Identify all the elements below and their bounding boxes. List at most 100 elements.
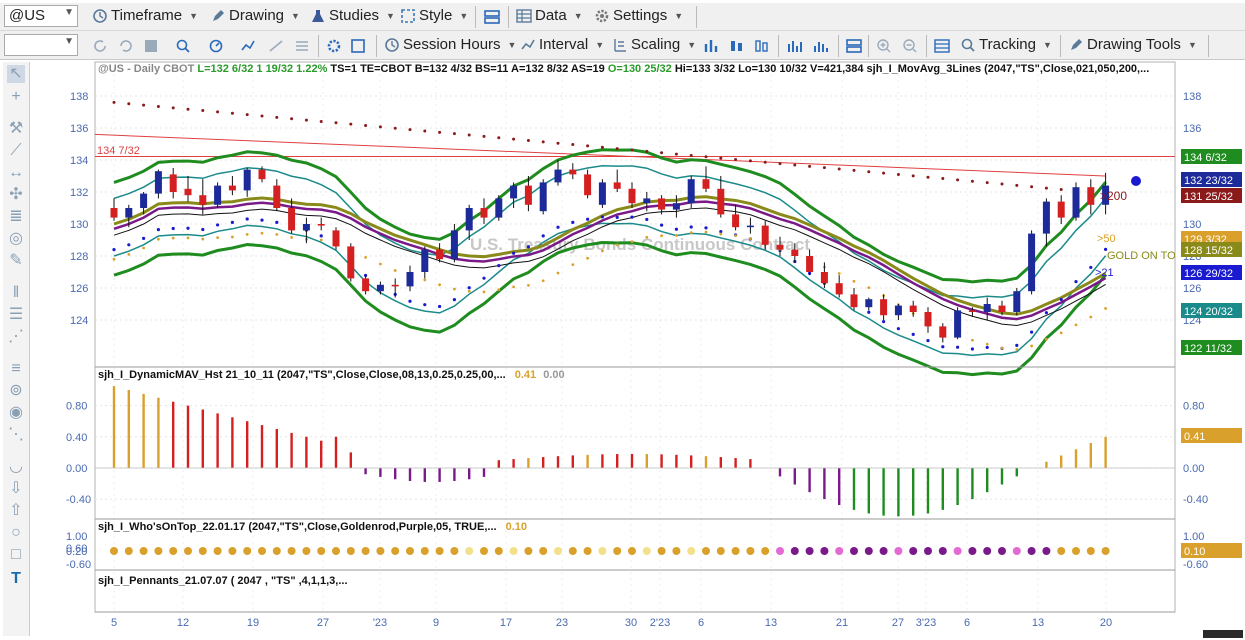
bar-chart-icon[interactable] bbox=[703, 38, 719, 54]
divider bbox=[696, 6, 697, 28]
ma21-dot bbox=[1044, 311, 1048, 315]
reload-icon[interactable] bbox=[118, 38, 134, 54]
chevron-down-icon[interactable]: ▼ bbox=[64, 36, 74, 47]
who-tick-right: -0.60 bbox=[1183, 559, 1208, 571]
ma50-dot bbox=[393, 269, 397, 272]
vertical-lines-icon[interactable]: ‖ bbox=[12, 284, 20, 301]
zoom-in-icon[interactable] bbox=[876, 38, 892, 54]
horizontal-line-icon[interactable]: ≡ bbox=[11, 360, 21, 377]
ma21-dot bbox=[438, 304, 442, 309]
crosshair-icon[interactable]: + bbox=[11, 88, 21, 105]
arrow-down-icon[interactable]: ⇩ bbox=[9, 480, 23, 497]
ma50-dot bbox=[438, 283, 441, 287]
drawing-tools-menu[interactable]: Drawing Tools ▼ bbox=[1068, 36, 1197, 53]
format-icon[interactable] bbox=[350, 38, 366, 54]
timeframe-menu[interactable]: Timeframe ▼ bbox=[92, 7, 198, 24]
pointer-icon[interactable]: ↖ bbox=[7, 65, 25, 83]
pen-icon[interactable]: ✎ bbox=[9, 252, 23, 269]
symbol-input[interactable]: @US ▼ bbox=[4, 5, 78, 27]
text-tool-icon[interactable]: T bbox=[11, 570, 21, 587]
x-tick: 20 bbox=[1100, 617, 1112, 629]
settings-menu[interactable]: Settings ▼ bbox=[594, 7, 683, 24]
layout-icon[interactable] bbox=[846, 38, 862, 54]
y-tick-left: 134 bbox=[70, 155, 88, 167]
ellipse-icon[interactable]: ○ bbox=[11, 524, 21, 541]
ma200-dot bbox=[349, 122, 353, 126]
fib-tool-icon[interactable]: ☰ bbox=[8, 306, 24, 323]
hollow-candle-icon[interactable] bbox=[753, 38, 769, 54]
candle-body bbox=[406, 272, 414, 287]
zoom-icon[interactable] bbox=[175, 38, 191, 54]
whos-on-top-dot bbox=[746, 547, 755, 555]
arrow-up-icon[interactable]: ⇧ bbox=[9, 502, 23, 519]
ma50-dot bbox=[527, 283, 530, 287]
ma200-dot bbox=[956, 178, 960, 182]
scaling-menu[interactable]: Scaling ▼ bbox=[612, 36, 696, 53]
scrollbar-thumb[interactable] bbox=[1203, 630, 1243, 638]
drawing-menu[interactable]: Drawing ▼ bbox=[210, 7, 300, 24]
rectangle-icon[interactable]: □ bbox=[11, 546, 21, 563]
volume-icon[interactable] bbox=[787, 38, 803, 54]
ma200-dot bbox=[571, 143, 575, 147]
refresh-icon[interactable] bbox=[92, 38, 108, 54]
ma200-dot bbox=[660, 151, 664, 155]
line-tool-icon[interactable]: ⟋ bbox=[10, 142, 22, 159]
who-tick-left: -0.60 bbox=[66, 559, 91, 571]
data-window-icon[interactable] bbox=[934, 38, 950, 54]
interval-menu[interactable]: Interval ▼ bbox=[520, 36, 604, 53]
histogram-icon[interactable] bbox=[813, 38, 829, 54]
zoom-out-icon[interactable] bbox=[902, 38, 918, 54]
candle-body bbox=[1013, 291, 1021, 312]
chevron-down-icon[interactable]: ▼ bbox=[64, 7, 74, 18]
regression-icon[interactable]: ⋱ bbox=[8, 426, 24, 443]
whos-on-top-dot bbox=[657, 547, 666, 555]
grid-icon[interactable] bbox=[143, 38, 159, 54]
fib-icon[interactable] bbox=[294, 38, 310, 54]
price-tag bbox=[1181, 188, 1242, 203]
ma200-dot bbox=[127, 102, 131, 106]
who-tag bbox=[1181, 543, 1242, 558]
speedline-icon[interactable]: ⋰ bbox=[8, 328, 24, 345]
interval-input[interactable]: ▼ bbox=[4, 34, 78, 56]
arc-icon[interactable]: ◡ bbox=[9, 458, 23, 475]
settings-gear-icon[interactable] bbox=[326, 38, 342, 54]
wrench-icon[interactable]: ⚒ bbox=[8, 120, 24, 137]
tracking-menu[interactable]: Tracking ▼ bbox=[960, 36, 1052, 53]
horizontal-arrows-icon[interactable]: ↔ bbox=[8, 164, 24, 181]
whos-on-top-dot bbox=[983, 547, 992, 555]
whos-on-top-dot bbox=[361, 547, 370, 555]
candle-body bbox=[983, 304, 991, 312]
candlestick-icon[interactable] bbox=[728, 38, 744, 54]
candle-body bbox=[569, 169, 577, 175]
ma200-dot bbox=[275, 115, 279, 119]
style-menu[interactable]: Style ▼ bbox=[400, 7, 468, 24]
ma21-dot bbox=[970, 347, 975, 351]
ma21-dot bbox=[615, 215, 619, 219]
price-panel bbox=[94, 100, 1175, 377]
ma21-dot bbox=[142, 236, 146, 240]
candle-body bbox=[554, 169, 562, 183]
ma50-dot bbox=[601, 249, 604, 253]
oscillator-title: sjh_I_DynamicMAV_Hst 21_10_11 (2047,"TS"… bbox=[98, 369, 565, 381]
price-tag bbox=[1181, 149, 1242, 164]
candle-body bbox=[332, 230, 340, 247]
oscillator-panel bbox=[95, 386, 1175, 517]
data-menu[interactable]: Data ▼ bbox=[516, 7, 583, 24]
gann-icon[interactable]: ◎ bbox=[9, 230, 23, 247]
crosshair-icon[interactable] bbox=[208, 38, 224, 54]
studies-menu[interactable]: Studies ▼ bbox=[310, 7, 395, 24]
session-hours-menu[interactable]: Session Hours ▼ bbox=[384, 36, 516, 53]
ma21-dot bbox=[156, 228, 160, 232]
cycle-icon[interactable]: ⊚ bbox=[9, 382, 23, 399]
trendline-icon[interactable] bbox=[240, 38, 256, 54]
ma21-dot bbox=[630, 215, 634, 219]
layout-icon[interactable] bbox=[484, 9, 500, 25]
channel-icon[interactable]: ≣ bbox=[9, 208, 23, 225]
compass-icon[interactable]: ✣ bbox=[9, 186, 23, 203]
timeframe-label: Timeframe bbox=[111, 7, 183, 24]
target-icon[interactable]: ◉ bbox=[9, 404, 23, 421]
line-icon[interactable] bbox=[268, 38, 284, 54]
ma21-dot bbox=[882, 320, 886, 324]
